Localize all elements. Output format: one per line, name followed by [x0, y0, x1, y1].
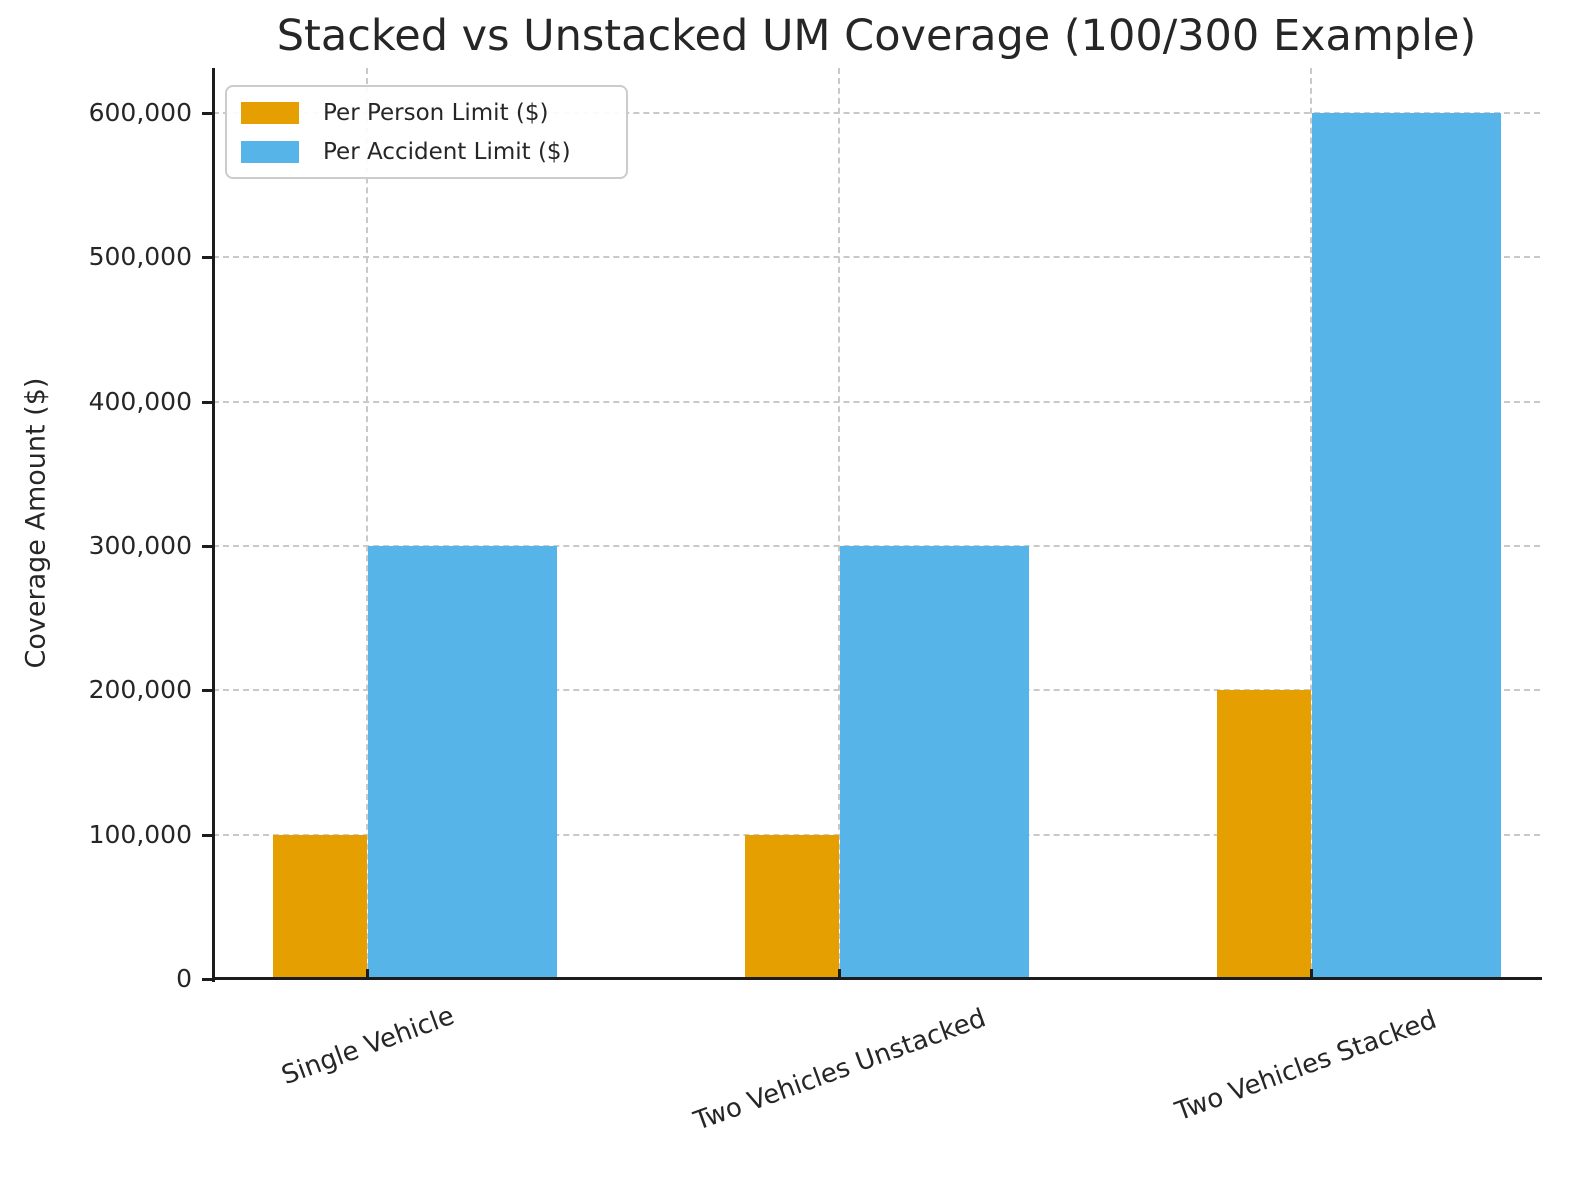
- bar-per-person-0: [273, 834, 367, 979]
- x-tick-label: Single Vehicle: [277, 1000, 459, 1092]
- y-tick-label: 500,000: [88, 242, 192, 272]
- y-tick-mark: [202, 833, 213, 837]
- y-tick-mark: [202, 400, 213, 404]
- y-tick-mark: [202, 978, 213, 981]
- y-tick-mark: [202, 112, 213, 115]
- legend-row-1: Per Accident Limit ($): [241, 136, 612, 167]
- y-gridline: [213, 256, 1540, 259]
- x-tick-mark: [838, 969, 841, 979]
- y-gridline: [213, 400, 1540, 403]
- y-tick-mark: [202, 256, 213, 260]
- y-gridline: [213, 112, 1540, 114]
- y-tick-mark: [202, 545, 213, 548]
- bar-per-accident-2: [1312, 113, 1501, 979]
- legend: Per Person Limit ($) Per Accident Limit (…: [225, 85, 628, 179]
- bar-per-accident-0: [368, 546, 557, 979]
- y-tick-label: 100,000: [88, 819, 192, 849]
- y-tick-label: 600,000: [88, 98, 192, 127]
- y-tick-label: 400,000: [88, 386, 192, 416]
- chart-title: Stacked vs Unstacked UM Coverage (100/30…: [276, 11, 1477, 61]
- y-axis-spine: [212, 68, 215, 982]
- y-tick-label: 300,000: [88, 531, 192, 560]
- x-gridline: [1310, 68, 1312, 979]
- legend-swatch-1: [241, 140, 299, 163]
- x-gridline: [838, 68, 840, 979]
- x-tick-label: Two Vehicles Unstacked: [690, 1003, 990, 1137]
- x-tick-mark: [366, 969, 369, 979]
- legend-label-1: Per Accident Limit ($): [323, 138, 571, 165]
- legend-items: Per Person Limit ($) Per Accident Limit (…: [241, 97, 612, 167]
- y-axis-label: Coverage Amount ($): [20, 377, 52, 669]
- x-tick-mark: [1310, 969, 1313, 979]
- y-tick-label: 0: [176, 964, 192, 993]
- x-tick-label: Two Vehicles Stacked: [1171, 1004, 1441, 1128]
- y-tick-label: 200,000: [88, 675, 192, 705]
- bar-per-person-2: [1217, 690, 1311, 979]
- bar-per-person-1: [745, 834, 839, 979]
- legend-label-0: Per Person Limit ($): [323, 99, 549, 126]
- legend-swatch-0: [241, 101, 299, 124]
- plot-area: [212, 68, 1542, 982]
- x-gridline: [366, 68, 368, 979]
- bar-per-accident-1: [840, 546, 1029, 979]
- x-axis-spine: [212, 977, 1542, 980]
- y-tick-mark: [202, 689, 213, 693]
- legend-row-0: Per Person Limit ($): [241, 97, 612, 128]
